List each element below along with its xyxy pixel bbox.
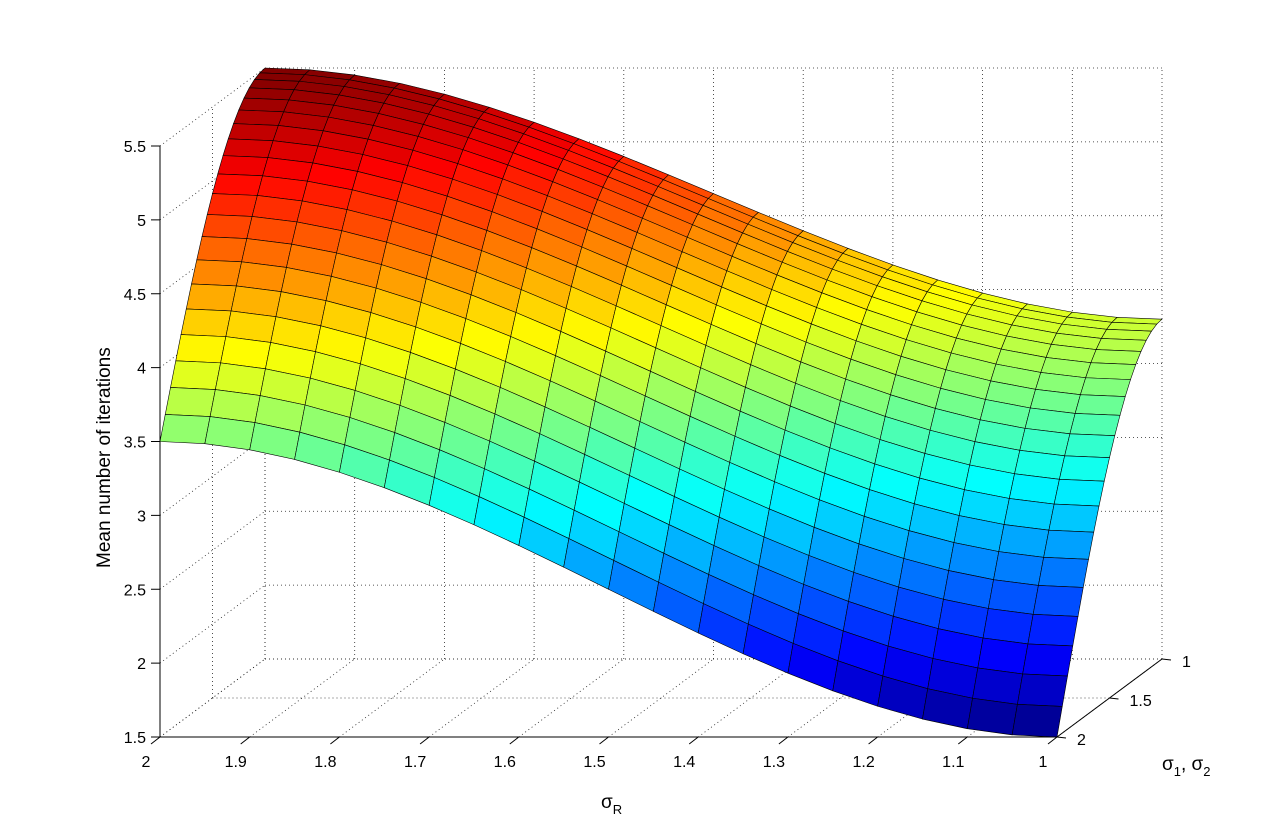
surface-patch xyxy=(1095,338,1147,352)
z-tick-label: 4.5 xyxy=(124,287,146,304)
x-tick-mark xyxy=(240,736,251,745)
x-tick-mark xyxy=(599,736,609,745)
surface-patch xyxy=(191,259,242,287)
surface-patch xyxy=(206,193,258,217)
surface-patch xyxy=(1032,585,1084,617)
y-tick-label: 1.5 xyxy=(1130,693,1152,710)
x-tick-label: 1.7 xyxy=(404,754,426,771)
z-tick-label: 2.5 xyxy=(124,582,146,599)
surface-patch xyxy=(233,109,285,126)
y-tick-mark xyxy=(1109,697,1119,700)
surface-patch xyxy=(977,637,1029,675)
x-tick-mark xyxy=(509,736,520,745)
surface-patch xyxy=(175,334,227,364)
surface-patch xyxy=(201,214,253,239)
surface-patch xyxy=(212,173,263,196)
x-tick-label: 1.6 xyxy=(494,754,516,771)
z-tick-label: 1.5 xyxy=(124,730,146,747)
y-axis-label: σ1, σ2 xyxy=(1162,754,1211,779)
x-tick-mark xyxy=(330,736,340,745)
surface-patch xyxy=(987,579,1039,615)
z-tick-label: 3.5 xyxy=(124,435,146,452)
x-tick-label: 1.5 xyxy=(583,754,605,771)
x-tick-mark xyxy=(688,736,699,745)
surface-patch xyxy=(1017,673,1068,707)
y-tick-label: 1 xyxy=(1182,654,1191,671)
tick-labels: 2 1.9 1.8 1.7 1.6 1.5 1.4 1.3 1.2 1.1 1 2 1.5 1 1.5 2 2.… xyxy=(124,139,1191,771)
surface-patch xyxy=(966,697,1018,736)
y-tick-label: 2 xyxy=(1077,732,1086,749)
x-axis-label: σR xyxy=(601,792,622,817)
surface-patch xyxy=(1074,394,1126,416)
side-grid-z-1 xyxy=(159,584,266,664)
surface-patch xyxy=(227,123,279,142)
surface-plot xyxy=(159,67,1163,738)
surface-patch xyxy=(217,155,269,177)
x-tick-label: 1.8 xyxy=(314,754,336,771)
z-tick-label: 5 xyxy=(137,213,146,230)
surface-patch xyxy=(1079,377,1131,397)
surface-patch xyxy=(1043,529,1095,560)
surface-patch xyxy=(159,414,211,444)
x-tick-label: 1.4 xyxy=(673,754,695,771)
floor-grid-x-4 xyxy=(518,658,625,738)
x-tick-label: 1.9 xyxy=(225,754,247,771)
z-tick-label: 4 xyxy=(137,361,146,378)
x-tick-label: 2 xyxy=(142,754,151,771)
surface-patch xyxy=(1053,478,1105,507)
x-tick-mark xyxy=(868,736,878,745)
surface-patch xyxy=(1048,503,1100,533)
surface-patch xyxy=(982,608,1034,645)
x-tick-label: 1.2 xyxy=(852,754,874,771)
z-tick-label: 5.5 xyxy=(124,139,146,156)
x-tick-label: 1.3 xyxy=(763,754,785,771)
surface-patch xyxy=(1069,413,1121,437)
surface-patch xyxy=(196,236,248,263)
surface-patch xyxy=(170,360,221,390)
x-tick-mark xyxy=(419,736,430,745)
surface-patch xyxy=(204,416,256,451)
z-tick-label: 3 xyxy=(137,508,146,525)
z-axis-label: Mean number of iterations xyxy=(94,347,115,568)
x-tick-mark xyxy=(1047,736,1058,745)
surface-patch xyxy=(1059,455,1110,482)
x-tick-mark xyxy=(150,736,161,745)
x-tick-label: 1.1 xyxy=(942,754,964,771)
surface-patch xyxy=(185,283,237,312)
y-tick-mark xyxy=(1161,658,1172,661)
surface-patch xyxy=(164,387,216,417)
surface-patch xyxy=(180,308,232,337)
surface-patch xyxy=(1038,557,1089,588)
surface-patch xyxy=(1011,704,1063,738)
surface-patch xyxy=(1085,362,1137,380)
surface-patch xyxy=(1027,614,1079,647)
surface-patch xyxy=(1022,643,1074,677)
surface-patch xyxy=(222,138,274,158)
x-tick-mark xyxy=(957,736,968,745)
x-tick-label: 1 xyxy=(1039,754,1048,771)
surface-patch xyxy=(1090,349,1142,365)
surface-patch xyxy=(972,667,1023,705)
surface-patch xyxy=(1064,433,1116,459)
surface-patch xyxy=(238,97,290,113)
axes xyxy=(150,145,1172,745)
y-tick-mark xyxy=(1056,736,1067,739)
z-tick-label: 2 xyxy=(137,656,146,673)
x-tick-mark xyxy=(778,736,789,745)
